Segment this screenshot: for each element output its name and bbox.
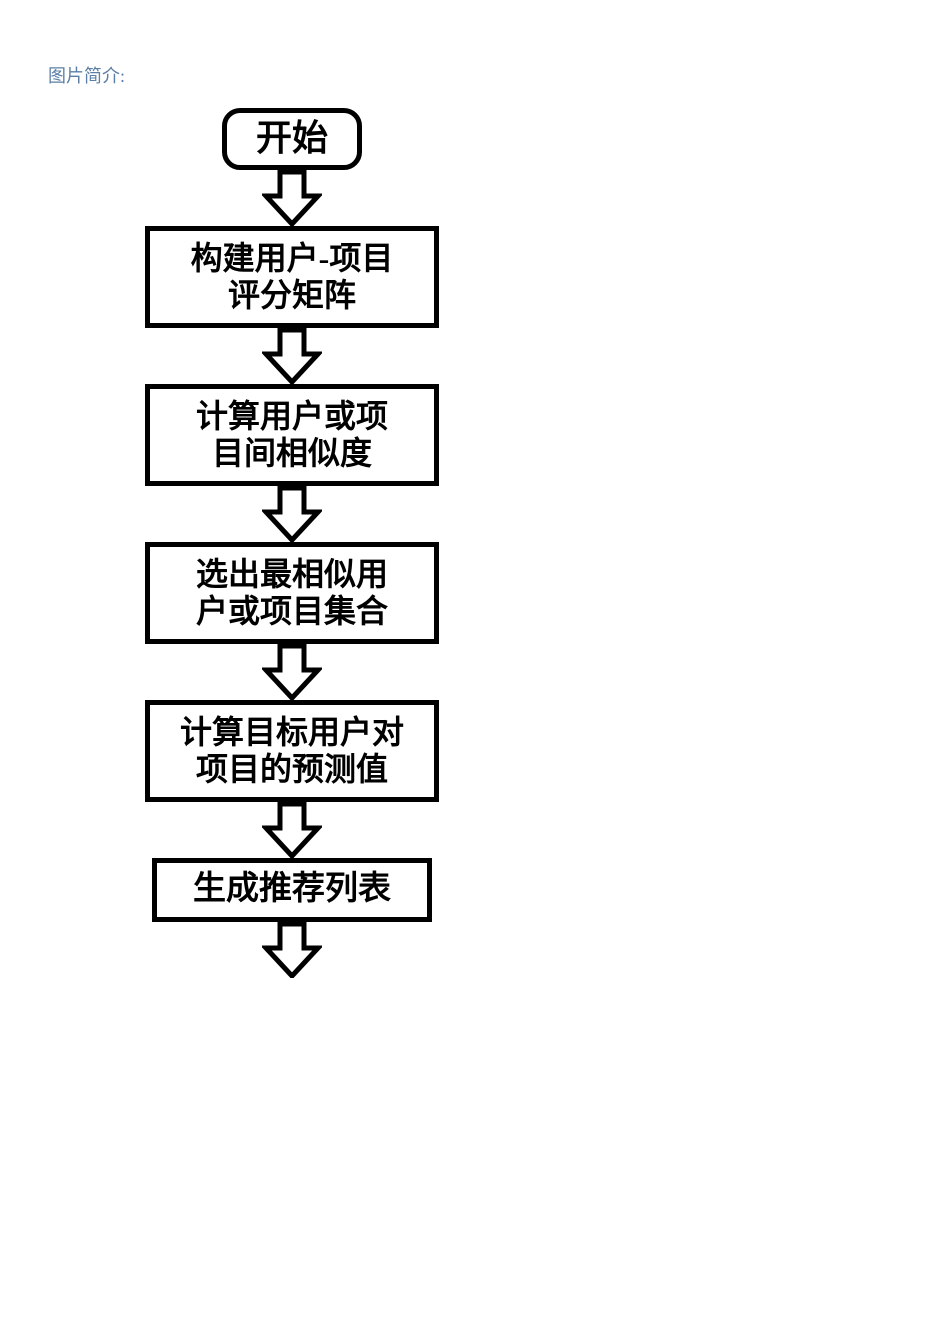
page-title: 图片简介: — [48, 62, 125, 88]
node-gen-list: 生成推荐列表 — [152, 858, 432, 922]
node-select-similar-line2: 户或项目集合 — [196, 593, 388, 630]
node-start-label: 开始 — [256, 118, 328, 159]
arrow-icon — [262, 922, 322, 978]
node-calc-similarity: 计算用户或项 目间相似度 — [145, 384, 439, 486]
node-select-similar: 选出最相似用 户或项目集合 — [145, 542, 439, 644]
arrow-icon — [262, 328, 322, 384]
arrow-icon — [262, 486, 322, 542]
node-calc-similarity-line1: 计算用户或项 — [196, 398, 388, 435]
flowchart-container: 开始 构建用户-项目 评分矩阵 计算用户或项 目间相似度 选出最相似用 户或项目… — [145, 108, 439, 978]
node-build-matrix-line1: 构建用户-项目 — [191, 240, 394, 277]
node-calc-prediction-line1: 计算目标用户对 — [180, 714, 404, 751]
arrow-icon — [262, 170, 322, 226]
arrow-icon — [262, 802, 322, 858]
node-calc-prediction-line2: 项目的预测值 — [196, 751, 388, 788]
node-calc-similarity-line2: 目间相似度 — [212, 435, 372, 472]
node-select-similar-line1: 选出最相似用 — [196, 556, 388, 593]
arrow-icon — [262, 644, 322, 700]
node-start: 开始 — [222, 108, 362, 170]
node-build-matrix: 构建用户-项目 评分矩阵 — [145, 226, 439, 328]
node-build-matrix-line2: 评分矩阵 — [228, 277, 356, 314]
node-calc-prediction: 计算目标用户对 项目的预测值 — [145, 700, 439, 802]
node-gen-list-label: 生成推荐列表 — [193, 871, 391, 909]
